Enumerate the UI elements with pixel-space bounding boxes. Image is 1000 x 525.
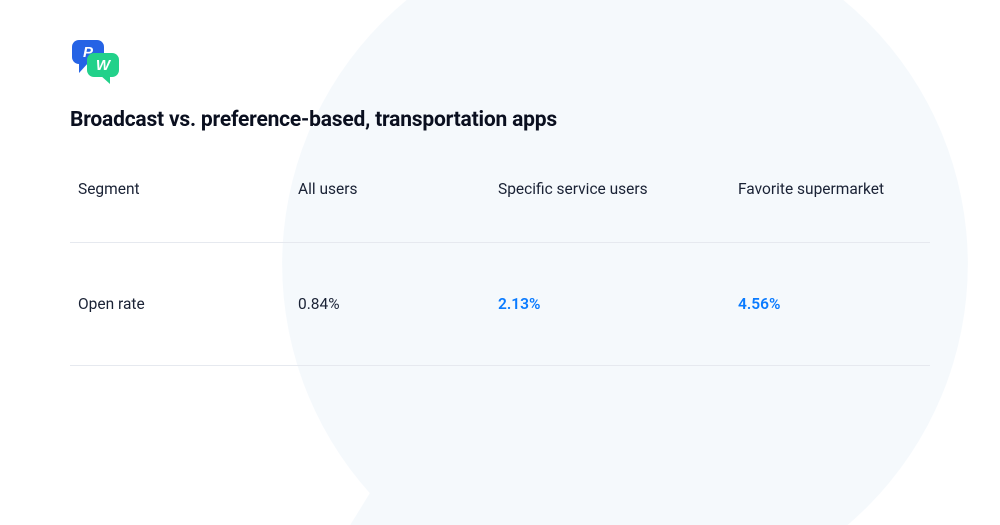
col-header-all-users: All users — [298, 180, 498, 198]
table-header-row: Segment All users Specific service users… — [70, 180, 930, 243]
svg-text:W: W — [96, 57, 112, 74]
col-header-favorite-supermarket: Favorite supermarket — [738, 180, 922, 198]
col-header-segment: Segment — [78, 180, 298, 198]
table-row: Open rate 0.84% 2.13% 4.56% — [70, 243, 930, 366]
open-rate-specific-service: 2.13% — [498, 295, 738, 313]
row-label: Open rate — [78, 295, 298, 313]
page-title: Broadcast vs. preference-based, transpor… — [70, 108, 930, 132]
open-rate-favorite-supermarket: 4.56% — [738, 295, 922, 313]
comparison-table: Segment All users Specific service users… — [70, 180, 930, 366]
pushwoosh-logo: P W — [70, 40, 120, 84]
open-rate-all-users: 0.84% — [298, 295, 498, 313]
col-header-specific-service: Specific service users — [498, 180, 738, 198]
